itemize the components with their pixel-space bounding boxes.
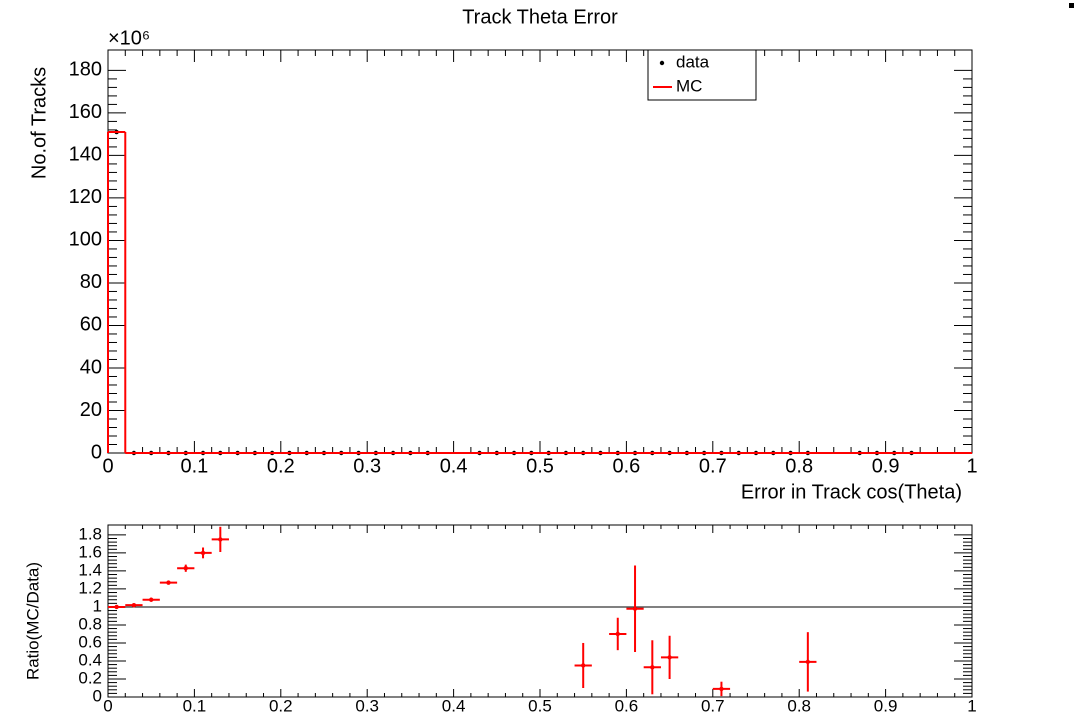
corner-marker <box>1069 3 1074 8</box>
ratio-point <box>650 665 655 670</box>
x-tick-label: 0.2 <box>267 455 295 477</box>
x-tick-label: 0.1 <box>180 455 208 477</box>
y-tick-label: 120 <box>69 186 102 208</box>
ratio-point <box>200 550 206 556</box>
legend-label: data <box>676 52 710 71</box>
x-tick-label: 0.9 <box>872 455 900 477</box>
x-tick-label: 0.3 <box>355 696 379 715</box>
y-tick-label: 0.2 <box>78 668 102 687</box>
ratio-point <box>581 663 586 668</box>
y-tick-label: 140 <box>69 144 102 166</box>
y-tick-label: 20 <box>80 399 102 421</box>
x-tick-label: 1 <box>966 455 977 477</box>
ratio-point <box>667 655 672 660</box>
legend-swatch <box>659 60 665 66</box>
y-tick-label: 0 <box>93 686 102 705</box>
y-tick-label: 80 <box>80 271 102 293</box>
y-tick-label: 1.6 <box>78 542 102 561</box>
x-tick-label: 0.2 <box>269 696 293 715</box>
y-tick-label: 1.8 <box>78 524 102 543</box>
y-tick-label: 0 <box>91 441 102 463</box>
legend-label: MC <box>676 76 702 95</box>
y-tick-label: 60 <box>80 314 102 336</box>
x-tick-label: 0.6 <box>615 696 639 715</box>
chart-title: Track Theta Error <box>462 6 618 28</box>
x-tick-label: 0.3 <box>353 455 381 477</box>
ratio-point <box>114 604 119 610</box>
y-tick-label: 160 <box>69 101 102 123</box>
plot-frame <box>107 49 973 454</box>
y-tick-label: 180 <box>69 59 102 81</box>
y-axis-label: No.of Tracks <box>28 67 50 179</box>
x-tick-label: 0 <box>102 455 113 477</box>
y-tick-label: 0.6 <box>78 632 102 651</box>
x-tick-label: 0 <box>103 696 112 715</box>
ratio-point <box>632 606 638 611</box>
ratio-point <box>149 597 154 602</box>
ratio-point <box>183 566 188 571</box>
plot-frame <box>107 524 973 698</box>
x-tick-label: 0.8 <box>785 455 813 477</box>
x-tick-label: 0.4 <box>442 696 466 715</box>
ratio-point <box>166 580 171 585</box>
y-axis-label: Ratio(MC/Data) <box>23 562 42 680</box>
x-axis-label: Error in Track cos(Theta) <box>741 481 962 503</box>
x-tick-label: 0.7 <box>699 455 727 477</box>
y-tick-label: 100 <box>69 229 102 251</box>
ratio-point <box>131 602 137 608</box>
y-tick-label: 1.4 <box>78 560 102 579</box>
ratio-point <box>805 659 811 665</box>
legend-box <box>647 49 757 101</box>
x-tick-label: 0.6 <box>612 455 640 477</box>
ratio-point <box>218 537 223 542</box>
x-tick-label: 0.9 <box>874 696 898 715</box>
x-tick-label: 0.5 <box>528 696 552 715</box>
x-tick-label: 0.8 <box>787 696 811 715</box>
y-tick-label: 1 <box>93 596 102 615</box>
x-tick-label: 0.1 <box>183 696 207 715</box>
x-tick-label: 0.4 <box>440 455 468 477</box>
x-tick-label: 1 <box>967 696 976 715</box>
x-tick-label: 0.5 <box>526 455 554 477</box>
ratio-point <box>615 631 620 637</box>
y-multiplier: ×10⁶ <box>108 27 150 49</box>
x-tick-label: 0.7 <box>701 696 725 715</box>
ratio-point <box>719 686 724 692</box>
y-tick-label: 0.4 <box>78 650 102 669</box>
y-tick-label: 0.8 <box>78 614 102 633</box>
y-tick-label: 1.2 <box>78 578 102 597</box>
y-tick-label: 40 <box>80 356 102 378</box>
